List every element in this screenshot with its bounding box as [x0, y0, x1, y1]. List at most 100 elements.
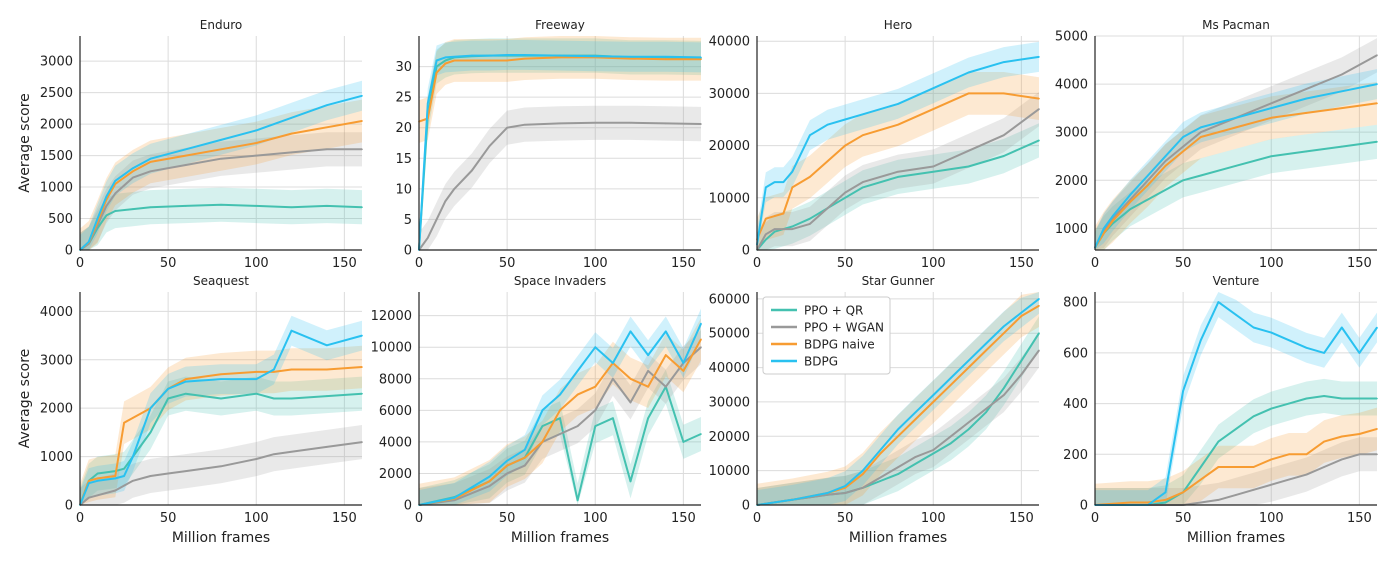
data-point	[1340, 397, 1343, 400]
data-point	[1305, 150, 1308, 153]
data-point	[1199, 136, 1202, 138]
data-point	[1376, 140, 1378, 143]
data-point	[1164, 165, 1167, 167]
x-tick-label: 100	[244, 256, 269, 271]
data-point	[985, 408, 987, 410]
data-point	[1235, 428, 1237, 430]
y-tick-label: 1000	[40, 181, 73, 196]
data-point	[149, 407, 152, 409]
data-point	[1376, 428, 1378, 430]
x-tick-label: 150	[332, 256, 357, 271]
data-point	[1111, 215, 1114, 218]
x-tick-label: 50	[499, 256, 516, 271]
data-point	[435, 71, 438, 74]
band-bdpg-naive	[1095, 407, 1377, 505]
data-point	[290, 132, 293, 135]
data-point	[647, 417, 649, 420]
panel-title: Venture	[1213, 274, 1260, 288]
data-point	[1323, 440, 1325, 443]
y-tick-label: 20000	[709, 430, 750, 445]
data-point	[1182, 390, 1184, 392]
data-point	[96, 494, 99, 497]
data-point	[114, 489, 117, 492]
band-bdpg	[1095, 292, 1377, 505]
data-point	[132, 208, 134, 210]
band-bdpg	[419, 40, 701, 250]
data-point	[1358, 433, 1361, 435]
data-point	[1235, 314, 1237, 316]
data-point	[220, 465, 222, 468]
data-point	[290, 151, 293, 154]
data-point	[506, 460, 508, 462]
data-point	[123, 421, 125, 424]
band-ppo-qr	[80, 376, 362, 505]
data-point	[1164, 160, 1167, 162]
data-point	[488, 485, 491, 487]
data-point	[488, 54, 491, 57]
data-point	[897, 435, 899, 438]
y-tick-label: 2000	[379, 467, 412, 482]
data-point	[1270, 155, 1273, 158]
data-point	[967, 165, 970, 168]
series-line-bdpg	[418, 54, 702, 251]
data-point	[1002, 134, 1005, 136]
y-tick-label: 3000	[40, 353, 73, 368]
data-point	[897, 170, 899, 173]
data-point	[184, 378, 187, 380]
data-point	[1038, 56, 1040, 58]
panel-title: Hero	[884, 18, 912, 32]
data-point	[932, 170, 935, 173]
data-point	[594, 409, 597, 412]
data-point	[220, 373, 222, 376]
data-point	[184, 205, 187, 207]
data-point	[914, 462, 917, 465]
data-point	[1038, 298, 1040, 300]
data-point	[541, 409, 544, 412]
data-point	[950, 442, 952, 444]
data-point	[576, 499, 579, 502]
data-point	[1129, 201, 1132, 203]
data-point	[361, 441, 363, 443]
data-point	[844, 485, 846, 487]
data-point	[1129, 193, 1132, 196]
data-point	[629, 401, 632, 404]
data-point	[1270, 107, 1273, 109]
data-point	[1252, 415, 1255, 418]
data-point	[1020, 359, 1023, 362]
data-point	[325, 148, 328, 151]
data-point	[932, 394, 935, 396]
y-tick-label: 60000	[709, 292, 750, 307]
data-point	[629, 122, 632, 124]
data-point	[1305, 473, 1308, 476]
data-point	[444, 59, 447, 62]
band-bdpg	[757, 292, 1039, 505]
data-point	[132, 455, 134, 458]
y-tick-label: 10000	[709, 191, 750, 206]
data-point	[612, 362, 614, 364]
data-point	[594, 346, 597, 349]
data-point	[105, 195, 108, 198]
data-point	[932, 108, 935, 110]
data-point	[88, 241, 90, 243]
data-point	[897, 428, 899, 431]
data-point	[861, 181, 864, 183]
y-tick-label: 6000	[379, 404, 412, 419]
data-point	[932, 449, 935, 451]
series-line-ppo-wgan	[418, 121, 702, 251]
data-point	[576, 425, 579, 427]
data-point	[809, 217, 811, 220]
y-tick-label: 8000	[379, 372, 412, 387]
y-tick-label: 600	[1063, 346, 1088, 361]
data-point	[826, 207, 829, 210]
data-point	[1340, 90, 1343, 93]
x-tick-label: 50	[160, 256, 177, 271]
data-point	[149, 206, 152, 208]
data-point	[1199, 174, 1202, 177]
legend-label: PPO + WGAN	[804, 321, 884, 335]
band-bdpg-naive	[1095, 81, 1377, 251]
y-tick-label: 4000	[379, 435, 412, 450]
data-point	[932, 87, 935, 89]
legend-label: BDPG	[804, 355, 838, 369]
data-point	[255, 378, 258, 380]
